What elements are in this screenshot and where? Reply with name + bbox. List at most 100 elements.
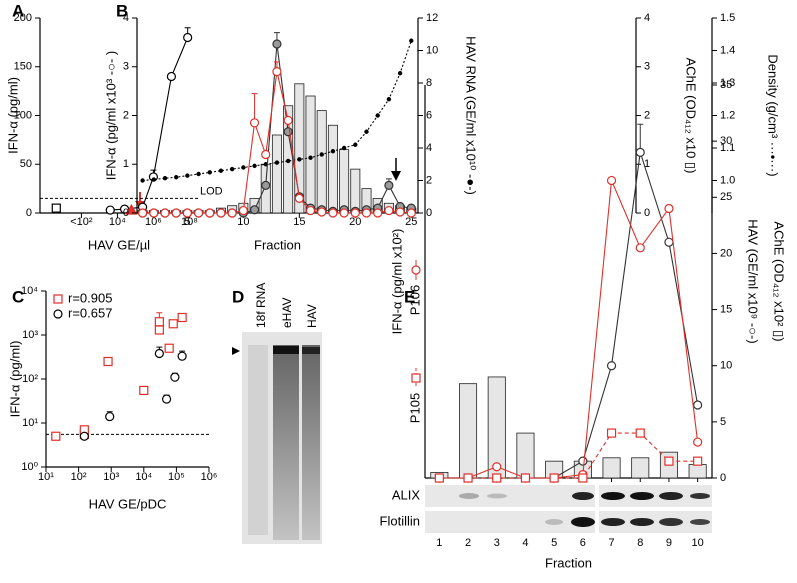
marker (51, 203, 61, 213)
y-tick-label: 1.3 (720, 77, 735, 89)
x-tick-label: 7 (608, 537, 614, 549)
y-tick-label: 1.0 (720, 174, 735, 186)
y-tick-label: 35 (720, 79, 732, 91)
x-tick-label: 10³ (103, 471, 119, 483)
x-tick-label: 8 (637, 537, 643, 549)
marker (272, 67, 282, 77)
marker (693, 437, 703, 447)
marker (339, 208, 349, 218)
marker (305, 205, 316, 216)
bar (516, 432, 535, 479)
marker (606, 361, 617, 371)
x-axis-label: HAV GE/pDC (89, 496, 167, 511)
marker (294, 193, 304, 203)
legend-label: r=0.657 (68, 305, 112, 320)
x-tick-label: 10⁴ (109, 216, 126, 228)
marker (105, 411, 115, 422)
marker (693, 400, 703, 410)
marker (140, 178, 145, 183)
y-tick-label: 1 (644, 158, 650, 170)
legend-label: r=0.905 (68, 290, 112, 305)
marker (350, 208, 360, 218)
marker (183, 32, 193, 43)
blot-label: Flotillin (380, 513, 420, 528)
marker (177, 351, 187, 361)
x-tick-label: 10⁴ (135, 471, 152, 483)
y-tick-label: 2 (123, 109, 129, 121)
x-tick-label: 10² (71, 471, 87, 483)
marker (693, 456, 703, 466)
marker (549, 473, 559, 483)
axis-label: Density (g/cm³ ···•···) (766, 54, 781, 176)
y-tick-label: 4 (123, 12, 129, 24)
reference-label: LOD (200, 185, 223, 197)
y-tick-label: 20 (720, 247, 732, 259)
x-tick-label: 15 (293, 216, 305, 228)
panel-letter: B (116, 1, 128, 20)
x-tick-label: 6 (580, 537, 586, 549)
series-line (110, 37, 189, 211)
marker (606, 175, 617, 186)
x-tick-label: 10⁵ (168, 471, 185, 483)
marker (330, 149, 336, 154)
marker (103, 356, 113, 367)
y-tick-label: 1 (123, 158, 129, 170)
marker (241, 165, 246, 170)
marker (193, 208, 204, 218)
bar (316, 110, 327, 214)
axis-label: IFN-α (pg/ml) (7, 341, 22, 418)
y-tick-label: 0 (26, 207, 32, 219)
x-tick-label: 3 (494, 537, 500, 549)
marker (162, 176, 168, 181)
x-tick-label: 10 (237, 216, 249, 228)
axis-label: AChE (OD₄₁₂ x10² ▯) (772, 221, 787, 341)
x-axis-label: HAV GE/µl (88, 237, 150, 252)
axis-label: HAV RNA (GE/ml x10¹⁰ -●-) (464, 36, 479, 195)
marker (664, 456, 674, 466)
y-tick-label: 50 (20, 158, 32, 170)
marker (53, 309, 63, 319)
marker (205, 208, 215, 218)
x-tick-label: 10¹ (38, 471, 54, 483)
y-tick-label: 10² (22, 373, 38, 385)
marker (411, 373, 421, 383)
marker (249, 205, 260, 215)
y-tick-label: 2 (644, 109, 650, 121)
blot-label: ALIX (392, 487, 421, 502)
marker (364, 129, 369, 134)
marker (520, 473, 531, 483)
series-line (439, 432, 698, 479)
y-tick-label: 200 (14, 12, 32, 24)
marker (164, 343, 174, 353)
marker (664, 237, 674, 247)
marker (249, 118, 260, 128)
x-tick-label: 10 (692, 537, 704, 549)
marker (635, 428, 645, 438)
marker (386, 97, 392, 102)
marker (341, 145, 347, 151)
legend-label: P105 (407, 393, 422, 423)
marker (252, 163, 257, 169)
panel-letter: E (404, 287, 415, 306)
x-tick-label: 5 (184, 216, 190, 228)
marker (492, 473, 502, 483)
bar (459, 383, 478, 479)
x-tick-label: 20 (349, 216, 361, 228)
marker (384, 180, 394, 190)
y-tick-label: 15 (720, 303, 732, 315)
marker (182, 208, 192, 218)
bar (305, 95, 316, 214)
panel-letter: A (12, 1, 24, 20)
marker (185, 173, 190, 178)
y-tick-label: 10³ (22, 329, 38, 341)
x-tick-label: 25 (405, 216, 417, 228)
y-tick-label: 10 (720, 360, 732, 372)
y-tick-label: 1.1 (720, 142, 735, 154)
x-tick-label: 1 (436, 537, 442, 549)
x-tick-label: 10⁶ (201, 471, 218, 483)
marker (297, 157, 302, 162)
bar (602, 457, 621, 479)
y-tick-label: 150 (14, 61, 32, 73)
marker (105, 205, 115, 215)
